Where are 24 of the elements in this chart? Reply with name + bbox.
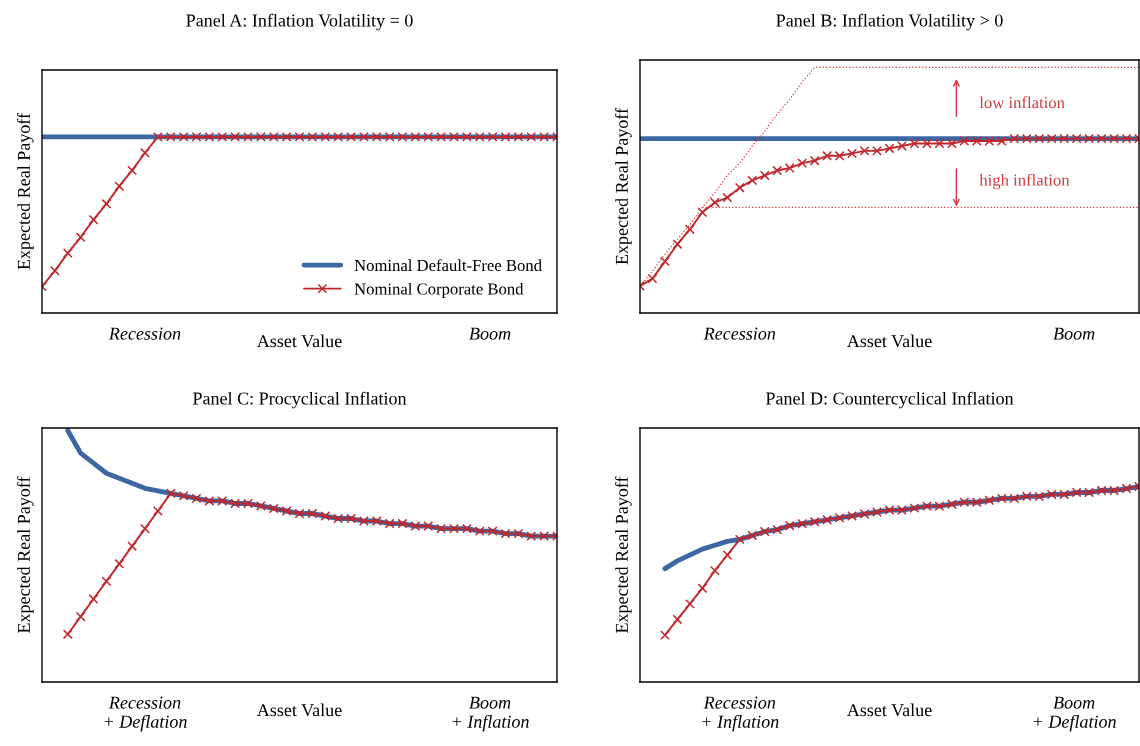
y-axis-title: Expected Real Payoff	[17, 476, 34, 634]
chart-title: Panel D: Countercyclical Inflation	[765, 391, 1014, 409]
chart-title: Panel A: Inflation Volatility = 0	[186, 13, 413, 31]
text: Recession	[108, 327, 181, 340]
text: Recession + Deflation	[104, 696, 187, 732]
y-axis-title: Expected Real Payoff	[615, 107, 632, 265]
y-axis-title: Expected Real Payoff	[615, 476, 632, 634]
x-axis-title: Asset Value	[846, 703, 932, 717]
text: Recession + Inflation	[702, 696, 779, 732]
text: Boom	[1053, 327, 1095, 340]
text: Recession	[703, 327, 776, 340]
annotation: high inflation	[979, 173, 1070, 190]
text: Boom	[469, 327, 511, 340]
text: Boom + Deflation	[1033, 696, 1116, 732]
legend-label: Nominal Corporate Bond	[354, 282, 524, 298]
text: Boom + Inflation	[452, 696, 529, 732]
legend-label: Nominal Default-Free Bond	[354, 259, 542, 272]
x-axis-title: Asset Value	[846, 334, 932, 348]
annotation: low inflation	[979, 96, 1065, 109]
x-axis-title: Asset Value	[256, 334, 342, 348]
x-axis-title: Asset Value	[256, 703, 342, 717]
chart-title: Panel B: Inflation Volatility > 0	[776, 13, 1003, 31]
y-axis-title: Expected Real Payoff	[17, 112, 34, 270]
chart-title: Panel C: Procyclical Inflation	[192, 391, 407, 409]
